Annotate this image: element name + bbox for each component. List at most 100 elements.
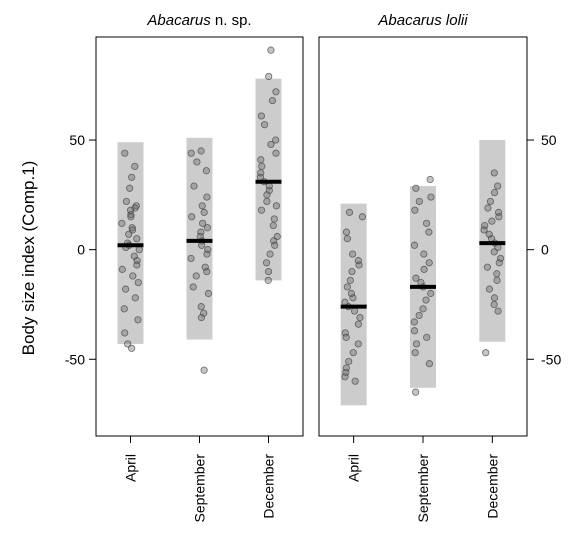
- data-point: [269, 221, 277, 230]
- data-point: [257, 156, 265, 164]
- data-point: [271, 241, 279, 249]
- data-point: [120, 305, 128, 313]
- data-point: [495, 213, 503, 221]
- data-point: [493, 270, 501, 278]
- data-point: [425, 228, 433, 236]
- data-point: [199, 219, 207, 227]
- data-point: [347, 289, 356, 298]
- data-point: [356, 314, 364, 322]
- data-point: [415, 311, 423, 320]
- y-tick-label: -50: [65, 351, 85, 367]
- data-point: [203, 193, 211, 201]
- data-point: [202, 167, 210, 175]
- data-point: [128, 224, 136, 232]
- data-point: [422, 219, 431, 227]
- range-bar: [340, 203, 367, 406]
- data-point: [343, 283, 351, 291]
- data-point: [126, 184, 134, 192]
- data-point: [129, 272, 137, 280]
- data-point: [346, 276, 354, 284]
- data-point: [134, 278, 142, 287]
- data-point: [188, 213, 196, 221]
- data-point: [193, 158, 201, 166]
- data-point: [490, 189, 499, 197]
- data-point: [127, 213, 135, 221]
- data-point: [260, 121, 269, 129]
- y-tick-label: -50: [541, 351, 561, 367]
- data-point: [342, 228, 351, 236]
- data-point: [412, 388, 420, 396]
- data-point: [354, 320, 363, 328]
- data-point: [192, 272, 200, 280]
- data-point: [125, 230, 133, 238]
- data-point: [197, 314, 205, 322]
- data-point: [263, 197, 271, 206]
- data-point: [131, 162, 139, 170]
- x-tick-label: April: [346, 454, 362, 482]
- data-point: [262, 259, 271, 267]
- y-tick-label: 50: [541, 132, 557, 148]
- data-point: [200, 208, 208, 216]
- data-point: [350, 307, 359, 315]
- data-point: [203, 250, 211, 258]
- data-point: [490, 294, 499, 302]
- data-point: [482, 349, 490, 357]
- data-point: [415, 197, 423, 206]
- data-point: [490, 248, 498, 256]
- panel-1: Abacarus n. sp. April September December -50…: [65, 12, 304, 522]
- data-point: [420, 250, 428, 258]
- data-point: [187, 149, 195, 157]
- data-point: [118, 219, 126, 227]
- data-point: [427, 289, 435, 298]
- y-tick-label: 0: [77, 242, 85, 258]
- data-point: [198, 202, 206, 210]
- data-point: [425, 360, 433, 368]
- data-point: [131, 294, 139, 302]
- data-point: [349, 294, 357, 302]
- data-point: [133, 235, 141, 243]
- data-point: [483, 263, 491, 271]
- x-tick-label: December: [261, 454, 277, 519]
- x-tick-label: December: [484, 454, 500, 519]
- y-axis-label: Body size index (Comp.1): [19, 161, 38, 356]
- chart-panels: Abacarus n. sp. April September December -50…: [65, 12, 562, 522]
- data-point: [267, 46, 275, 54]
- data-point: [426, 175, 434, 184]
- data-point: [127, 210, 135, 219]
- data-point: [204, 289, 213, 298]
- data-point: [343, 235, 351, 243]
- data-point: [257, 112, 265, 120]
- data-point: [203, 267, 211, 276]
- data-point: [349, 250, 357, 258]
- data-point: [410, 327, 419, 335]
- data-point: [354, 257, 362, 265]
- panel-title: Abacarus lolii: [377, 12, 468, 29]
- data-point: [485, 285, 494, 293]
- x-tick-label: September: [415, 454, 431, 523]
- data-point: [128, 173, 136, 181]
- data-point: [412, 274, 420, 282]
- data-point: [272, 149, 280, 157]
- data-point: [342, 333, 350, 341]
- data-point: [263, 191, 271, 199]
- data-point: [266, 250, 274, 258]
- data-point: [410, 241, 419, 249]
- data-point: [345, 208, 354, 216]
- data-point: [197, 147, 205, 155]
- data-point: [496, 254, 505, 263]
- data-point: [411, 349, 419, 357]
- data-point: [484, 204, 492, 212]
- panel-frame: [318, 36, 528, 437]
- data-point: [412, 184, 420, 192]
- y-tick-label: 0: [541, 242, 549, 258]
- data-point: [486, 197, 495, 206]
- data-point: [128, 344, 136, 352]
- panel-title: Abacarus n. sp.: [146, 12, 251, 29]
- data-point: [354, 340, 362, 348]
- data-point: [494, 307, 502, 315]
- data-point: [480, 226, 488, 234]
- data-point: [358, 213, 367, 221]
- data-point: [349, 349, 357, 357]
- data-point: [493, 276, 501, 284]
- data-point: [189, 283, 197, 291]
